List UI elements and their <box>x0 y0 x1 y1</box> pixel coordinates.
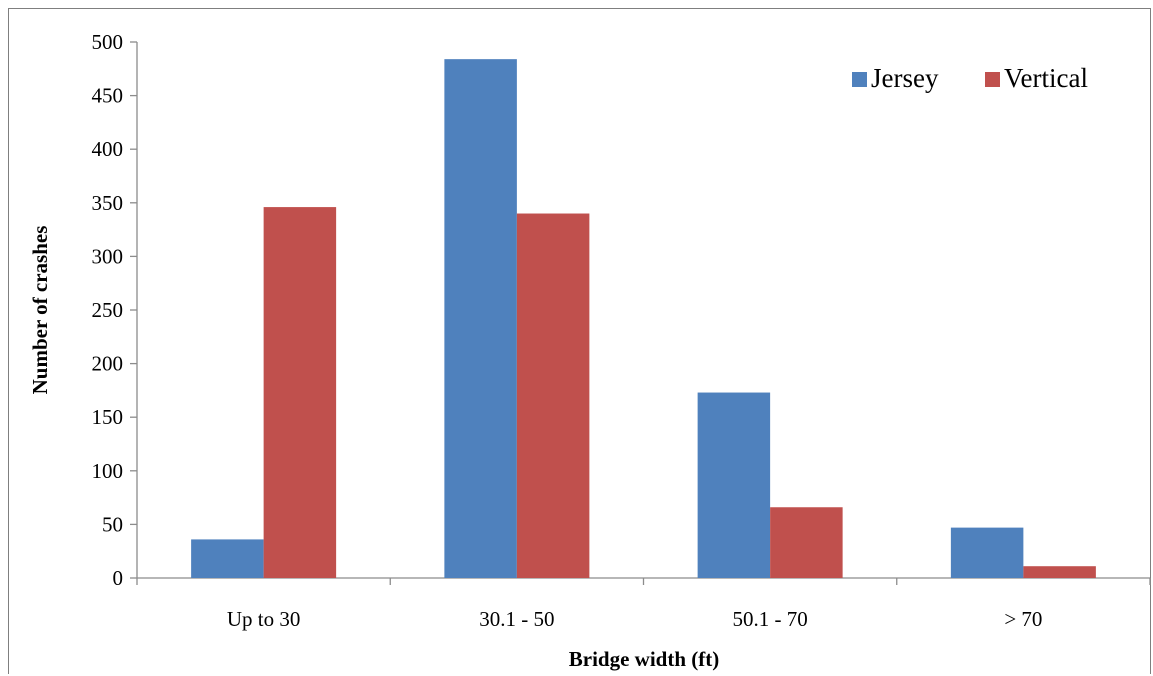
y-tick-label: 200 <box>92 352 124 376</box>
bar-jersey-0 <box>191 539 264 578</box>
bar-vertical-3 <box>1023 566 1096 578</box>
x-tick-label: Up to 30 <box>227 607 301 631</box>
x-axis-label: Bridge width (ft) <box>569 647 720 671</box>
y-axis-label: Number of crashes <box>28 226 52 395</box>
bar-vertical-2 <box>770 507 843 578</box>
y-tick-label: 500 <box>92 30 124 54</box>
bar-jersey-1 <box>444 59 517 579</box>
y-axis: 0 50 100 150 200 250 300 350 400 450 500 <box>92 30 138 590</box>
y-tick-label: 150 <box>92 405 124 429</box>
y-tick-label: 100 <box>92 459 124 483</box>
legend: Jersey Vertical <box>852 63 1088 93</box>
x-tick-label: > 70 <box>1004 607 1042 631</box>
legend-swatch-vertical <box>985 72 1000 87</box>
bar-jersey-3 <box>950 527 1024 578</box>
legend-swatch-jersey <box>852 72 867 87</box>
legend-label-jersey: Jersey <box>871 63 939 93</box>
y-tick-label: 300 <box>92 244 124 268</box>
bar-vertical-0 <box>263 207 337 578</box>
y-tick-label: 0 <box>113 566 124 590</box>
x-tick-label: 50.1 - 70 <box>733 607 808 631</box>
y-tick-label: 50 <box>102 512 123 536</box>
bar-vertical-1 <box>516 213 590 578</box>
y-tick-label: 350 <box>92 191 124 215</box>
bars <box>191 59 1096 579</box>
y-tick-label: 250 <box>92 298 124 322</box>
x-axis: Up to 30 30.1 - 50 50.1 - 70 > 70 <box>136 577 1151 631</box>
x-tick-label: 30.1 - 50 <box>479 607 554 631</box>
y-tick-label: 450 <box>92 84 124 108</box>
bar-jersey-2 <box>697 392 771 578</box>
y-tick-label: 400 <box>92 137 124 161</box>
legend-label-vertical: Vertical <box>1004 63 1088 93</box>
